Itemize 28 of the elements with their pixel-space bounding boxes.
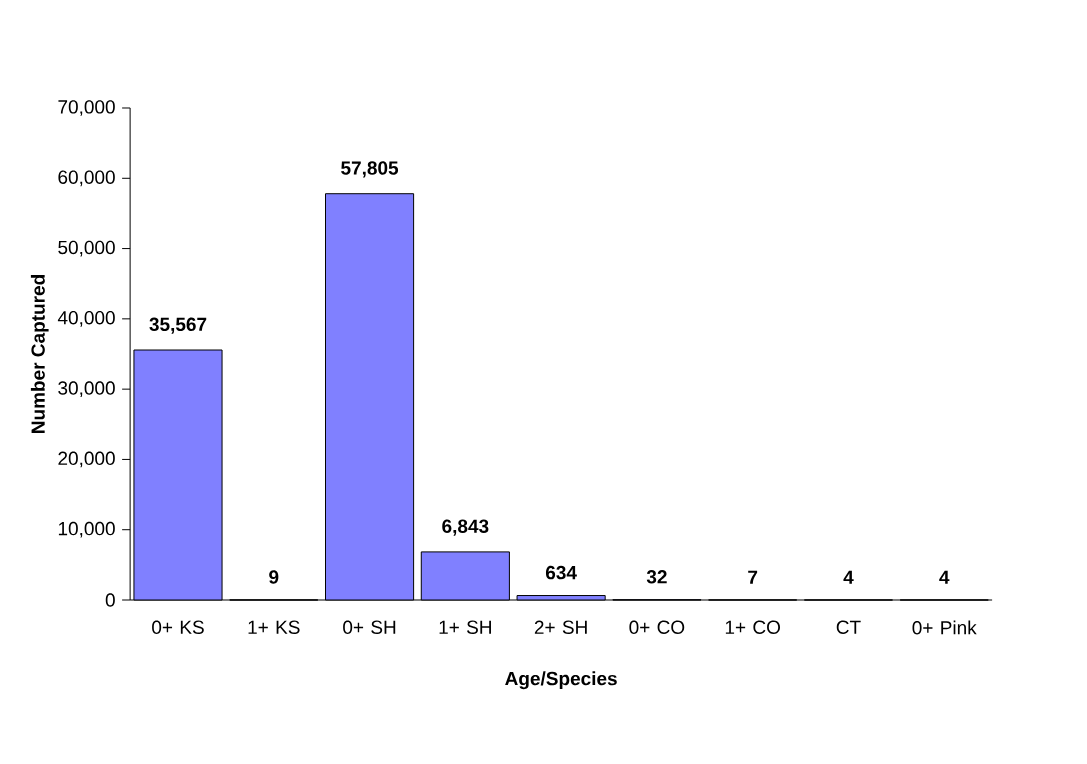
x-tick-label: 1+ CO [725, 620, 780, 634]
y-tick-label: 0 [105, 593, 115, 607]
x-tick-label: 0+ CO [629, 620, 685, 634]
data-label: 4 [843, 570, 854, 584]
x-tick-label: 0+ SH [343, 620, 396, 634]
data-label: 7 [748, 570, 758, 584]
data-label: 35,567 [149, 317, 207, 334]
x-tick-label: 0+ Pink [912, 620, 977, 635]
x-tick-label: 2+ SH [534, 620, 587, 634]
y-tick-label: 60,000 [58, 170, 115, 187]
y-tick-label: 70,000 [58, 100, 115, 116]
x-tick-label: 1+ SH [439, 620, 491, 634]
y-tick-label: 50,000 [58, 240, 115, 257]
x-tick-label: 1+ KS [248, 620, 300, 634]
x-tick-label: CT [836, 620, 861, 634]
x-axis-title: Age/Species [505, 671, 617, 690]
data-label: 6,843 [442, 519, 489, 536]
y-tick-label: 10,000 [58, 521, 115, 538]
data-label: 4 [939, 570, 950, 584]
y-tick-label: 20,000 [58, 451, 115, 468]
data-label: 634 [545, 565, 577, 580]
y-tick-label: 30,000 [58, 381, 115, 397]
y-tick-label: 40,000 [57, 311, 115, 327]
y-axis-title: Number Captured [30, 275, 49, 433]
data-label: 9 [269, 570, 279, 584]
data-label: 57,805 [341, 161, 399, 178]
data-label: 32 [646, 570, 667, 584]
x-tick-label: 0+ KS [152, 620, 204, 634]
